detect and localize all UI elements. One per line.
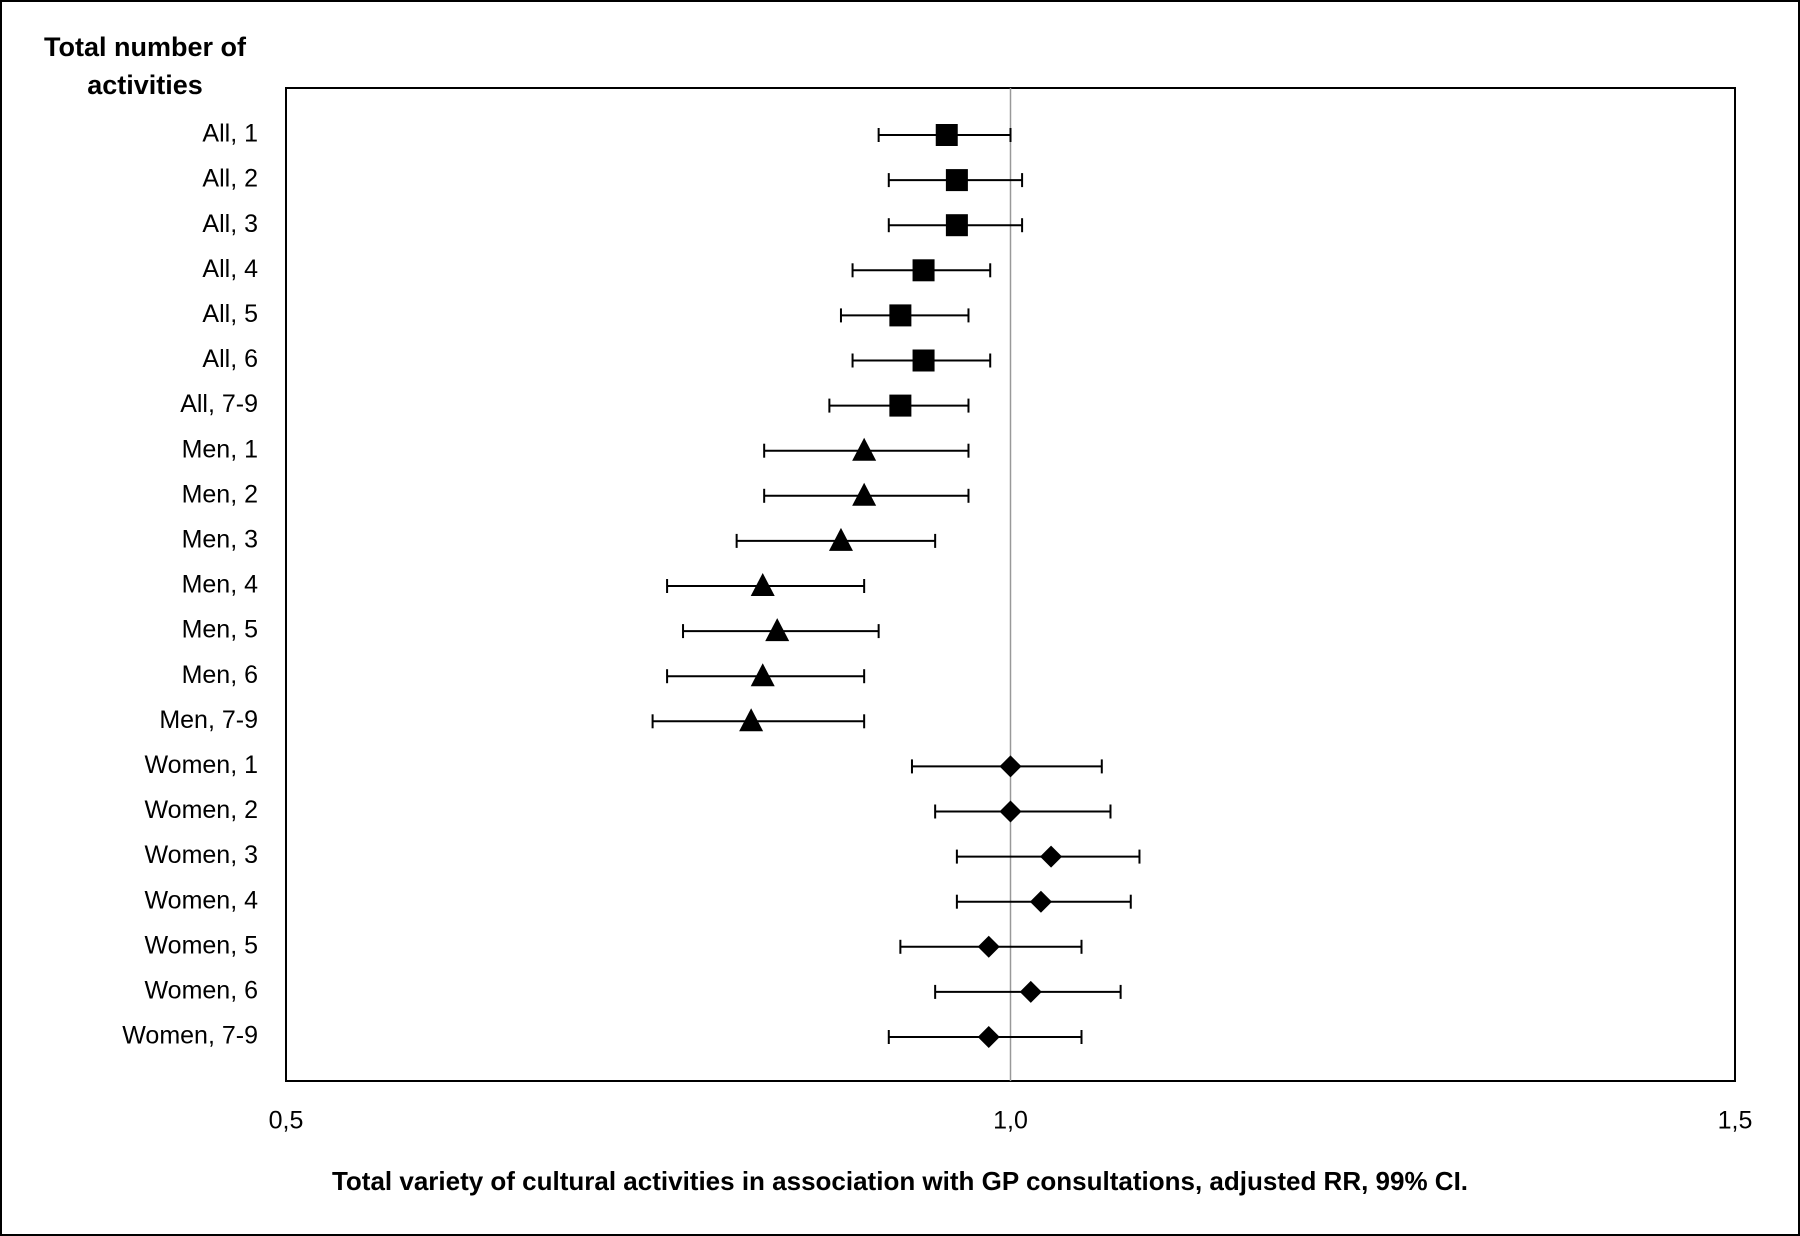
point-triangle xyxy=(750,573,775,596)
point-diamond xyxy=(999,755,1022,778)
point-diamond xyxy=(977,1026,1000,1048)
y-tick-label: All, 1 xyxy=(202,120,258,148)
y-tick-label: Men, 6 xyxy=(182,661,258,689)
y-tick-label: Women, 3 xyxy=(145,841,258,869)
point-diamond xyxy=(1029,890,1052,913)
point-square xyxy=(935,124,958,146)
y-tick-label: Men, 7-9 xyxy=(159,706,258,734)
point-square xyxy=(945,169,968,192)
y-tick-label: Men, 1 xyxy=(182,435,258,463)
y-tick-label: Women, 4 xyxy=(145,886,259,914)
point-square xyxy=(912,259,935,282)
x-tick-label: 0,5 xyxy=(269,1107,304,1135)
point-triangle xyxy=(739,708,764,732)
point-diamond xyxy=(977,935,1000,958)
y-tick-label: Women, 7-9 xyxy=(122,1022,258,1050)
y-tick-label: All, 3 xyxy=(202,210,258,238)
y-tick-label: Men, 5 xyxy=(182,616,258,644)
y-tick-label: Men, 2 xyxy=(182,480,258,508)
point-triangle xyxy=(750,663,775,687)
y-tick-label: Men, 3 xyxy=(182,526,258,554)
point-triangle xyxy=(765,618,790,642)
y-tick-label: All, 5 xyxy=(202,300,258,328)
point-diamond xyxy=(1019,980,1042,1003)
y-axis-title: Total number of activities xyxy=(44,32,246,100)
point-diamond xyxy=(999,800,1022,823)
y-tick-label: All, 7-9 xyxy=(180,390,258,418)
y-tick-label: Women, 5 xyxy=(145,931,258,959)
y-tick-label: Men, 4 xyxy=(182,571,259,599)
x-tick-label: 1,5 xyxy=(1718,1107,1753,1135)
y-tick-label: All, 2 xyxy=(202,165,258,193)
y-tick-label: All, 6 xyxy=(202,345,258,373)
x-axis-title: Total variety of cultural activities in … xyxy=(332,1166,1468,1196)
y-tick-label: Women, 2 xyxy=(145,796,258,824)
point-diamond xyxy=(1040,845,1063,868)
point-square xyxy=(912,349,935,372)
point-triangle xyxy=(828,527,853,551)
y-tick-label: Women, 6 xyxy=(145,977,258,1005)
point-triangle xyxy=(852,437,877,461)
y-tick-label: All, 4 xyxy=(202,255,258,283)
point-square xyxy=(945,214,968,237)
y-tick-label: Women, 1 xyxy=(145,751,258,779)
point-square xyxy=(889,304,912,327)
point-triangle xyxy=(852,482,877,506)
point-square xyxy=(889,394,912,417)
x-tick-label: 1,0 xyxy=(993,1107,1028,1135)
